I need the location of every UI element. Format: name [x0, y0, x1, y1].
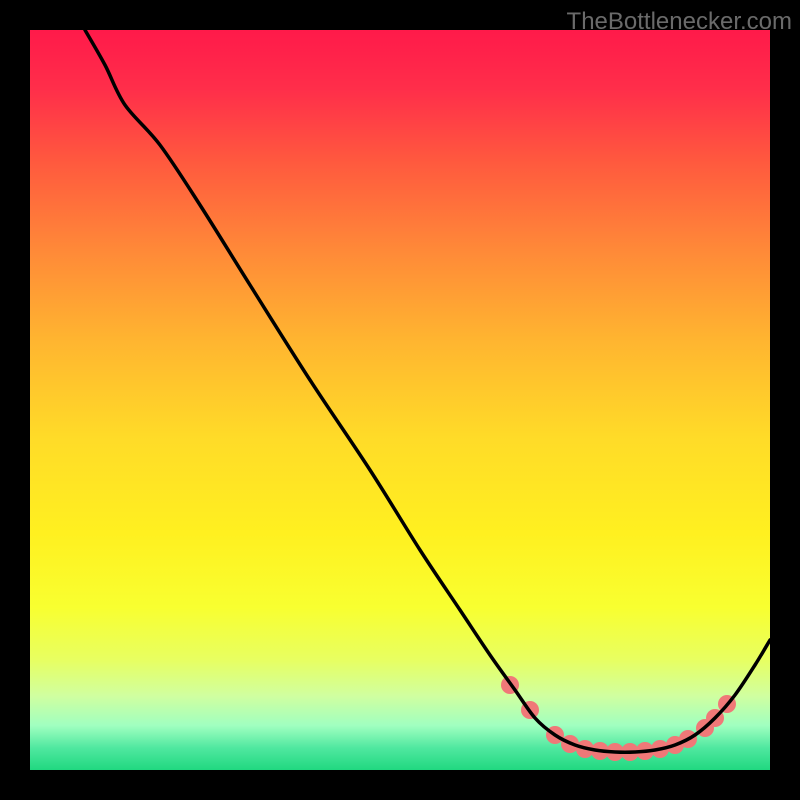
chart-plot-area	[30, 30, 770, 770]
watermark-text: TheBottlenecker.com	[567, 8, 792, 36]
chart-curve	[85, 30, 770, 752]
chart-curve-layer	[30, 30, 770, 770]
